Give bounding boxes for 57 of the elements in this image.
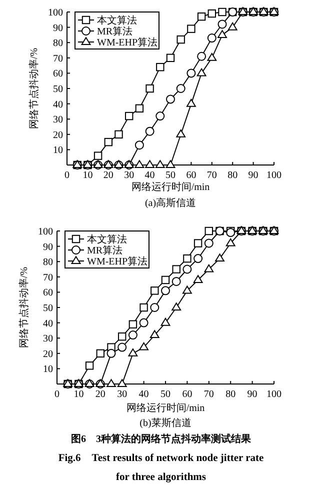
y-tick-label: 30: [43, 334, 53, 345]
y-tick-label: 10: [43, 364, 53, 376]
legend-label: WM-EHP算法: [87, 256, 148, 268]
x-tick-label: 40: [138, 389, 149, 400]
legend-label: 本文算法: [87, 234, 127, 246]
x-tick-label: 90: [247, 389, 258, 400]
x-tick-label: 80: [226, 389, 236, 400]
y-tick-label: 50: [53, 84, 63, 95]
legend-label: 本文算法: [97, 14, 137, 26]
y-tick-label: 20: [53, 130, 63, 141]
x-tick-label: 100: [266, 389, 282, 400]
legend-label: MR算法: [97, 26, 133, 38]
text: for three algorithms: [116, 472, 206, 483]
x-tick-label: 20: [103, 170, 114, 181]
y-tick-label: 80: [53, 38, 63, 50]
text: (a)高斯信道: [144, 197, 196, 209]
y-axis-title: 网络节点抖动率/%: [18, 266, 30, 348]
y-tick-label: 90: [43, 242, 53, 253]
text: (b)莱斯信道: [140, 417, 192, 429]
y-tick-label: 30: [53, 114, 63, 126]
x-tick-label: 30: [117, 389, 128, 400]
legend-label: WM-EHP算法: [97, 36, 158, 48]
x-tick-label: 90: [248, 170, 258, 181]
y-tick-label: 70: [43, 272, 53, 284]
y-tick-label: 100: [48, 8, 63, 18]
x-tick-label: 0: [64, 170, 70, 181]
y-tick-label: 20: [43, 348, 53, 360]
x-tick-label: 60: [182, 389, 192, 400]
y-tick-label: 40: [53, 99, 63, 110]
y-tick-label: 60: [53, 68, 63, 80]
x-tick-label: 60: [186, 170, 196, 181]
x-tick-label: 50: [160, 389, 170, 400]
x-tick-label: 100: [266, 170, 282, 181]
x-tick-label: 70: [206, 170, 217, 181]
x-axis-title: 网络运行时间/min: [131, 181, 210, 193]
y-tick-label: 80: [43, 257, 53, 268]
y-tick-label: 40: [43, 318, 53, 330]
x-tick-label: 70: [204, 389, 214, 400]
y-tick-label: 100: [38, 226, 53, 238]
y-axis-title: 网络节点抖动率/%: [28, 48, 40, 130]
caption: 图6 3种算法的网络节点抖动率测试结果: [71, 433, 252, 445]
y-tick-label: 10: [53, 145, 63, 156]
x-tick-label: 20: [95, 389, 106, 400]
y-tick-label: 90: [53, 22, 63, 34]
x-tick-label: 50: [166, 170, 176, 181]
legend-label: MR算法: [87, 244, 123, 256]
y-tick-label: 70: [53, 53, 63, 64]
y-tick-label: 60: [43, 288, 53, 299]
x-tick-label: 0: [54, 389, 60, 400]
x-tick-label: 40: [144, 170, 155, 181]
x-tick-label: 80: [228, 170, 238, 181]
x-tick-label: 10: [82, 170, 93, 181]
caption: Fig.6 Test results of network node jitter rate: [58, 453, 264, 464]
y-tick-label: 50: [43, 303, 53, 314]
x-tick-label: 10: [74, 389, 84, 400]
x-axis-title: 网络运行时间/min: [126, 402, 205, 414]
x-tick-label: 30: [124, 170, 134, 181]
